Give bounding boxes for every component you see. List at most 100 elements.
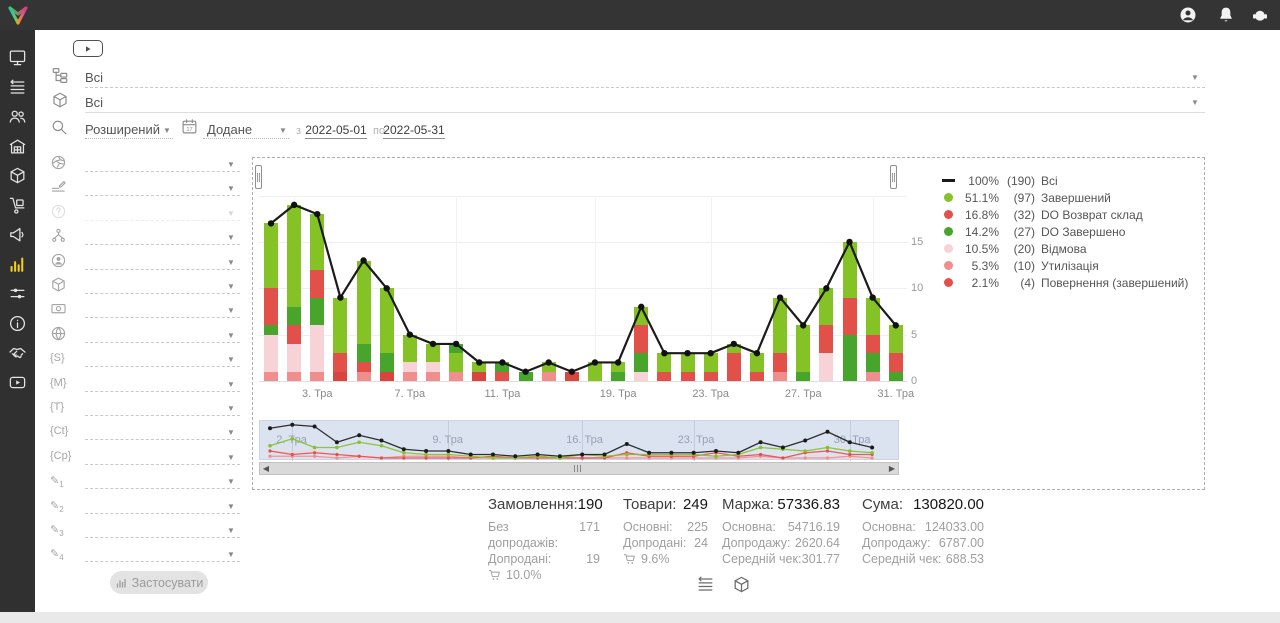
bar-8-tra[interactable] [425, 343, 440, 381]
filter-select[interactable] [85, 268, 240, 270]
filter-select[interactable] [85, 244, 240, 246]
scroll-right-arrow-icon[interactable]: ▶ [888, 464, 896, 473]
filter-select[interactable] [85, 219, 240, 221]
chevron-down-icon[interactable]: ▼ [227, 208, 235, 218]
bar-28-tra[interactable] [819, 288, 834, 381]
chevron-down-icon[interactable]: ▼ [227, 233, 235, 243]
bar-9-tra[interactable] [449, 343, 464, 381]
products-view-toggle[interactable] [732, 575, 751, 594]
date-field-select[interactable]: Додане [207, 122, 253, 137]
filter-select[interactable] [85, 171, 240, 172]
bar-12-tra[interactable] [518, 371, 533, 381]
sidebar-item-products[interactable] [8, 166, 27, 185]
chevron-down-icon[interactable]: ▼ [227, 330, 235, 340]
orders-view-toggle[interactable] [696, 575, 715, 594]
sidebar-item-customers[interactable] [8, 107, 27, 126]
bar-20-tra[interactable] [634, 306, 649, 381]
chevron-down-icon[interactable]: ▼ [1191, 73, 1199, 82]
chevron-down-icon[interactable]: ▼ [227, 184, 235, 194]
filter-select[interactable] [85, 195, 240, 197]
chevron-down-icon[interactable]: ▼ [227, 282, 235, 291]
bar-27-tra[interactable] [796, 325, 811, 381]
chevron-down-icon[interactable]: ▼ [227, 550, 235, 560]
bar-26-tra[interactable] [773, 297, 788, 381]
bar-11-tra[interactable] [495, 362, 510, 381]
tutorial-play-button[interactable] [73, 40, 103, 57]
legend-item[interactable]: 14.2% (27) DO Завершено [941, 223, 1188, 240]
bar-19-tra[interactable] [611, 362, 626, 381]
notifications-bell-icon[interactable] [1216, 5, 1236, 25]
bar-4-tra[interactable] [333, 297, 348, 381]
sidebar-item-orders[interactable] [8, 78, 27, 97]
horizontal-scrollbar[interactable]: ◀ ▶ [259, 462, 899, 475]
date-to-input[interactable]: 2022-05-31 [383, 123, 445, 137]
legend-item[interactable]: 10.5% (20) Відмова [941, 240, 1188, 257]
bar-6-tra[interactable] [379, 288, 394, 381]
bar-1-tra[interactable] [264, 223, 278, 381]
filter-select[interactable] [85, 463, 240, 465]
bar-30-tra[interactable] [865, 297, 880, 381]
chevron-down-icon[interactable]: ▼ [163, 126, 171, 135]
legend-item[interactable]: 2.1% (4) Повернення (завершений) [941, 274, 1188, 291]
chevron-down-icon[interactable]: ▼ [227, 428, 235, 438]
chart-brush[interactable]: 2. Тра 9. Тра 16. Тра 23. Тра 30. Тра [259, 420, 899, 461]
chevron-down-icon[interactable]: ▼ [1191, 98, 1199, 107]
filter-select[interactable] [85, 366, 240, 368]
bar-22-tra[interactable] [680, 353, 695, 381]
support-headset-icon[interactable] [1250, 5, 1270, 25]
bar-29-tra[interactable] [842, 241, 857, 381]
filter-select[interactable] [85, 317, 240, 319]
bar-16-tra[interactable] [587, 362, 602, 381]
sidebar-item-marketing[interactable] [8, 225, 27, 244]
sidebar-item-analytics[interactable] [8, 255, 27, 274]
chevron-down-icon[interactable]: ▼ [227, 452, 235, 462]
bar-24-tra[interactable] [726, 343, 741, 381]
filter-select[interactable] [85, 390, 240, 392]
search-mode-select[interactable]: Розширений [85, 122, 160, 137]
sidebar-item-warehouse[interactable] [8, 137, 27, 156]
bar-3-tra[interactable] [310, 214, 325, 381]
sidebar-item-tutorials[interactable] [8, 373, 27, 392]
sidebar-item-supply[interactable] [8, 196, 27, 215]
legend-item[interactable]: 100% (190) Всі [941, 172, 1188, 189]
chevron-down-icon[interactable]: ▼ [227, 355, 235, 365]
chevron-down-icon[interactable]: ▼ [227, 379, 235, 389]
chevron-down-icon[interactable]: ▼ [227, 477, 235, 487]
chevron-down-icon[interactable]: ▼ [227, 160, 235, 169]
sidebar-item-dashboard[interactable] [8, 48, 27, 67]
bar-7-tra[interactable] [402, 334, 417, 381]
sidebar-item-info[interactable] [8, 314, 27, 333]
chevron-down-icon[interactable]: ▼ [227, 306, 235, 316]
scroll-left-arrow-icon[interactable]: ◀ [262, 464, 270, 473]
account-icon[interactable] [1178, 5, 1198, 25]
brush-right-handle[interactable] [890, 165, 897, 189]
scrollbar-grip[interactable] [574, 465, 581, 472]
filter-select[interactable] [85, 293, 240, 294]
legend-item[interactable]: 5.3% (10) Утилізація [941, 257, 1188, 274]
sidebar-item-partners[interactable] [8, 343, 27, 362]
chevron-down-icon[interactable]: ▼ [227, 526, 235, 535]
chevron-down-icon[interactable]: ▼ [279, 126, 287, 135]
filter-select[interactable] [85, 488, 240, 490]
brush-left-handle[interactable] [255, 165, 262, 189]
bar-25-tra[interactable] [749, 353, 764, 381]
sidebar-item-settings[interactable] [8, 284, 27, 303]
filter-select[interactable] [85, 537, 240, 538]
chevron-down-icon[interactable]: ▼ [227, 501, 235, 511]
bar-10-tra[interactable] [472, 362, 487, 381]
bar-15-tra[interactable] [564, 371, 579, 381]
filter-select[interactable] [85, 439, 240, 441]
apply-button[interactable]: Застосувати [110, 571, 208, 594]
product-select[interactable]: Всі [85, 95, 104, 110]
category-select[interactable]: Всі [85, 70, 104, 85]
bar-21-tra[interactable] [657, 353, 672, 381]
bar-31-tra[interactable] [888, 325, 903, 381]
chevron-down-icon[interactable]: ▼ [227, 404, 235, 413]
chevron-down-icon[interactable]: ▼ [227, 257, 235, 267]
bar-23-tra[interactable] [703, 353, 718, 381]
app-logo-icon[interactable] [6, 3, 30, 27]
bar-2-tra[interactable] [287, 204, 302, 381]
filter-select[interactable] [85, 415, 240, 416]
filter-select[interactable] [85, 341, 240, 343]
date-from-input[interactable]: 2022-05-01 [305, 123, 367, 137]
